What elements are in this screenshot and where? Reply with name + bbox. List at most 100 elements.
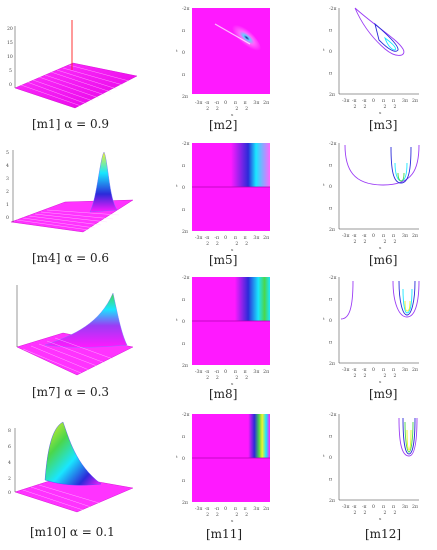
z-tick: 0 — [6, 215, 9, 221]
y-tick-label: 0 — [182, 50, 185, 56]
x-tick-denominator: 2 — [245, 375, 248, 381]
x-tick-label: π — [382, 234, 385, 239]
caption-m3: [m3] — [369, 118, 398, 132]
x-tick-label: -π — [352, 234, 357, 239]
y-axis-label: t — [323, 182, 325, 187]
y-tick-label: π — [182, 208, 185, 213]
x-tick-label: 0 — [372, 233, 375, 239]
y-axis-label: t — [323, 316, 325, 321]
panel-m6: -2π π 0 π 2π -3π -π -π 0 π π 3π 2π 2 2 2 2 x t — [315, 139, 430, 253]
x-tick-label: -π — [362, 234, 367, 239]
caption-m4: [m4] α = 0.6 — [32, 251, 110, 265]
x-tick-label: 0 — [224, 506, 227, 512]
y-tick-label: 0 — [182, 456, 185, 462]
y-axis-label: t — [323, 47, 325, 52]
x-tick-label: -π — [205, 236, 210, 241]
caption-m7: [m7] α = 0.3 — [32, 385, 110, 399]
z-tick: 20 — [7, 26, 13, 32]
z-tick: 10 — [7, 54, 13, 60]
y-tick-label: π — [329, 435, 332, 440]
x-tick-label: -3π — [342, 233, 350, 239]
y-tick-label: π — [182, 298, 185, 303]
panel-m10: 8 6 4 2 0 — [5, 414, 145, 522]
y-tick-label: 2π — [182, 363, 188, 369]
z-tick: 3 — [6, 176, 9, 182]
x-tick-label: -π — [362, 368, 367, 373]
surface-plot-m10: 8 6 4 2 0 — [8, 421, 134, 513]
panel-m4: 5 4 3 2 1 0 — [5, 140, 145, 250]
x-tick-denominator: 2 — [216, 241, 219, 247]
y-axis-label: t — [176, 48, 178, 53]
x-tick-denominator: 2 — [364, 104, 367, 110]
panel-m7 — [5, 275, 145, 383]
x-tick-label: 3π — [253, 100, 259, 106]
x-tick-label: -π — [205, 507, 210, 512]
x-tick-label: 3π — [253, 506, 259, 512]
x-tick-denominator: 2 — [245, 106, 248, 112]
y-tick-label: 0 — [329, 49, 332, 55]
y-tick-label: π — [182, 164, 185, 169]
z-tick: 4 — [6, 163, 9, 169]
caption-m9: [m9] — [369, 387, 398, 401]
x-tick-label: π — [382, 99, 385, 104]
x-tick-label: -3π — [195, 506, 203, 512]
y-tick-label: 2π — [329, 227, 335, 233]
x-tick-label: π — [244, 236, 247, 241]
x-axis-label: x — [379, 516, 382, 521]
y-tick-label: π — [182, 435, 185, 440]
x-tick-label: -π — [214, 236, 219, 241]
y-tick-label: π — [182, 29, 185, 34]
z-tick: 5 — [6, 150, 9, 156]
panel-m11: -2π π 0 π 2π -3π -π -π 0 π π 3π 2π 2 2 2 2 x t — [170, 410, 280, 524]
x-axis-label: x — [231, 112, 234, 117]
panel-m2: -2π π 0 π 2π -3π -π -π 0 π π 3π 2π 2 2 2 2 x t — [170, 4, 280, 118]
y-tick-label: π — [329, 29, 332, 34]
y-tick-label: π — [329, 164, 332, 169]
x-tick-label: π — [382, 505, 385, 510]
x-tick-denominator: 2 — [354, 510, 357, 516]
y-tick-label: π — [182, 73, 185, 78]
surface-plot-m1: 20 15 10 5 0 — [7, 20, 138, 109]
x-tick-label: 0 — [224, 369, 227, 375]
x-axis-label: x — [231, 518, 234, 523]
x-tick-denominator: 2 — [394, 104, 397, 110]
x-tick-denominator: 2 — [354, 104, 357, 110]
x-tick-denominator: 2 — [235, 241, 238, 247]
x-tick-label: π — [234, 236, 237, 241]
x-tick-label: 3π — [402, 367, 408, 373]
x-tick-label: -π — [205, 370, 210, 375]
y-tick-label: -2π — [182, 141, 190, 147]
y-tick-label: 2π — [182, 229, 188, 235]
surface-plot-m4: 5 4 3 2 1 0 — [6, 150, 134, 233]
panel-m5: -2π π 0 π 2π -3π -π -π 0 π π 3π 2π 2 2 2 2 x t — [170, 139, 280, 253]
x-tick-label: π — [392, 234, 395, 239]
caption-m1: [m1] α = 0.9 — [32, 117, 110, 131]
x-tick-denominator: 2 — [384, 510, 387, 516]
x-axis-label: x — [231, 247, 234, 252]
y-tick-label: 2π — [182, 500, 188, 506]
x-tick-label: -3π — [342, 504, 350, 510]
y-tick-label: -2π — [182, 412, 190, 418]
x-tick-label: 3π — [402, 98, 408, 104]
z-tick: 2 — [8, 476, 11, 482]
x-tick-label: -π — [214, 370, 219, 375]
x-tick-denominator: 2 — [245, 512, 248, 518]
x-tick-denominator: 2 — [364, 239, 367, 245]
x-tick-denominator: 2 — [235, 512, 238, 518]
x-tick-label: -π — [352, 99, 357, 104]
x-tick-label: 0 — [372, 504, 375, 510]
x-tick-denominator: 2 — [394, 239, 397, 245]
x-tick-label: 3π — [253, 235, 259, 241]
y-tick-label: 0 — [329, 318, 332, 324]
caption-m11: [m11] — [206, 527, 243, 541]
z-tick: 15 — [7, 40, 13, 46]
x-tick-label: -π — [362, 99, 367, 104]
x-tick-label: 3π — [253, 369, 259, 375]
y-tick-label: π — [329, 207, 332, 212]
y-tick-label: 2π — [329, 361, 335, 367]
x-tick-label: -3π — [195, 100, 203, 106]
z-tick: 8 — [8, 428, 11, 434]
panel-m8: -2π π 0 π 2π -3π -π -π 0 π π 3π 2π 2 2 2 2 x t — [170, 273, 280, 387]
